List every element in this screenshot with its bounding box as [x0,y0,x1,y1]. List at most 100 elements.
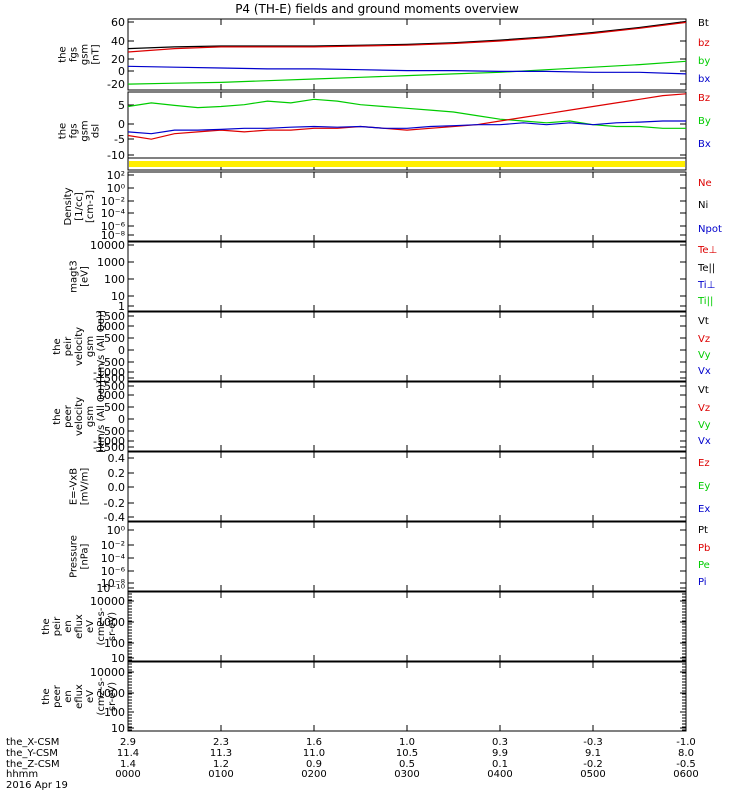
y-axis-label: [nPa] [80,543,91,569]
x-tick-label: 9.1 [585,748,601,759]
x-row-label: the_Y-CSM [6,748,58,759]
y-tick-label: 1000 [97,616,125,629]
panel-4: 10000 1000 100 101 magt3 [eV] Te⊥ Te|| Ti⊥ Ti|| [69,239,718,313]
y-tick-label: 0.4 [108,452,126,465]
y-axis-label: sr-eV) [107,682,118,711]
legend-entry: bx [698,74,710,85]
y-axis-label: the [58,123,69,139]
legend-entry: bz [698,38,710,49]
series-line-bx [127,65,687,75]
y-axis-label: (cm2-s- [96,677,107,715]
legend-entry: Vt [698,316,709,327]
panel-10: 10000 1000 100 10 the peer en eflux eV (cm2-s-sr-… [41,661,687,735]
x-tick-label: 0400 [487,769,512,780]
legend-entry: Vx [698,366,711,377]
y-tick-label: -500 [100,356,125,369]
y-tick-label: 10⁻⁶ [101,220,126,233]
panel-1: 60 40 200-20 the fgs gsm [nT] Bt bz by bx [58,16,711,91]
y-tick-label: -1000 [93,366,125,379]
series-line-Bx [127,120,686,135]
y-axis-label: en [63,690,74,703]
y-axis-label: gsm [80,44,91,65]
y-tick-label: 10⁰ [107,182,126,195]
y-axis-label: peir [52,616,63,636]
y-tick-label: 10 [111,652,125,665]
y-axis-label: peer [52,684,63,708]
y-tick-label: 10000 [90,239,125,252]
y-axis-label: the [58,46,69,62]
legend-entry: Pt [698,525,708,536]
y-tick-label: 10000 [90,666,125,679]
y-tick-label: 40 [111,35,125,48]
x-tick-label: 0500 [580,769,605,780]
y-tick-label: 1000 [97,256,125,269]
x-tick-label: 1.4 [120,759,136,770]
legend-entry: Vy [698,420,711,431]
y-tick-label: 100 [104,273,125,286]
legend-entry: Bz [698,93,710,104]
y-tick-label: 100 [104,706,125,719]
x-tick-label: 0000 [115,769,140,780]
y-tick-label: 0 [118,413,125,426]
y-axis-label: E=-VxB [69,468,80,505]
x-tick-label: 0300 [394,769,419,780]
y-tick-label: 20 [111,53,125,66]
y-tick-label: 1500 [97,380,125,393]
flag-bar [129,161,685,167]
y-axis-label: fgs [69,47,80,62]
legend-entry: by [698,56,710,67]
series-line-Bz [127,93,687,140]
x-tick-label: 1.6 [306,737,322,748]
y-tick-label: 0.0 [108,481,126,494]
y-tick-label: -1500 [93,372,125,385]
legend-entry: Pi [698,577,707,588]
x-tick-label: 0600 [673,769,698,780]
x-tick-label: 9.9 [492,748,508,759]
y-axis-label: eV [85,620,96,633]
legend-entry: Ez [698,458,710,469]
y-tick-label: 10⁻² [101,195,125,208]
y-tick-label: 1000 [97,687,125,700]
y-axis-label: [mV/m] [80,468,91,506]
x-tick-label: 11.3 [210,748,232,759]
x-tick-label: -0.3 [583,737,603,748]
bottom-axis-labels: the_X-CSM 2.9 2.3 1.6 1.0 0.3 -0.3 -1.0 the_Y-CS… [6,737,699,791]
y-tick-label: -5 [114,133,125,146]
panel-9: 10000 1000 100 10 the peir en eflux eV (cm2-s-sr-… [41,591,687,665]
legend-entry: Ni [698,200,708,211]
y-tick-label: 1000 [97,389,125,402]
x-row-label: the_X-CSM [6,737,59,748]
y-axis-label: Pressure [69,535,80,578]
x-tick-label: 1.0 [399,737,415,748]
panel-8: 10⁰ 10⁻²10⁻⁴10⁻⁶10⁻⁸10⁻¹⁰ Pressure [nPa] Pt P… [69,521,710,595]
y-tick-label: 10⁻⁴ [101,207,126,220]
y-tick-label: 10 [111,290,125,303]
y-axis-label: the [41,618,52,634]
legend-entry: Vy [698,350,711,361]
date-label: 2016 Apr 19 [6,780,68,791]
legend-entry: Te⊥ [697,245,717,256]
y-tick-label: 60 [111,16,125,29]
y-axis-label: gsm [85,336,96,357]
y-tick-label: 0 [118,344,125,357]
y-tick-label: 10⁻² [101,539,125,552]
y-axis-label: the [52,338,63,354]
y-axis-label: the [41,688,52,704]
y-axis-label: peer [63,404,74,428]
y-axis-label: eflux [74,684,85,709]
legend-entry: Bt [698,18,709,29]
y-tick-label: 10⁻⁴ [101,552,126,565]
legend-entry: Vz [698,334,710,345]
x-tick-label: 0.3 [492,737,508,748]
y-tick-label: 5 [118,99,125,112]
y-tick-label: 10 [111,722,125,735]
y-tick-label: 500 [104,332,125,345]
y-tick-label: 0 [118,65,125,78]
series-line-bz [127,21,687,53]
legend-entry: Ti|| [697,296,713,307]
x-tick-label: 2.9 [120,737,136,748]
